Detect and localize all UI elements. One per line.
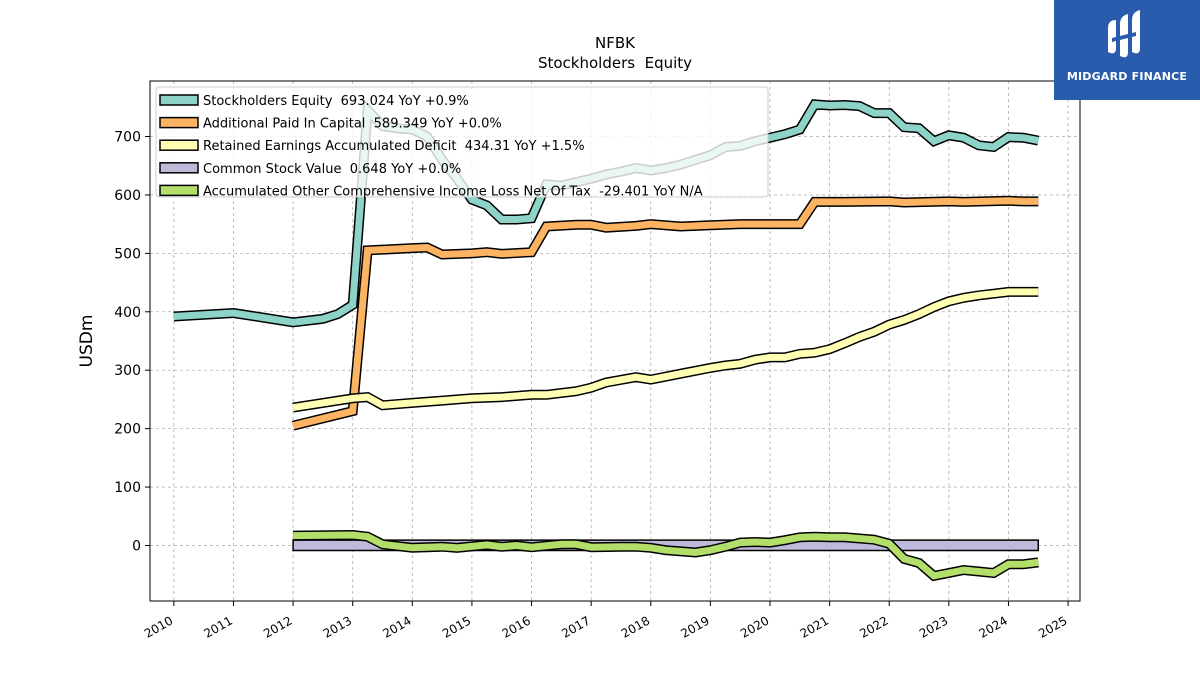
x-tick-label: 2022 [857, 613, 890, 640]
x-tick-label: 2012 [261, 613, 294, 640]
x-tick-label: 2020 [738, 613, 771, 640]
brand-badge: MIDGARD FINANCE [1054, 0, 1200, 100]
x-tick-label: 2011 [202, 613, 235, 640]
legend-box [155, 86, 769, 198]
y-tick-label: 400 [114, 305, 141, 321]
x-tick-label: 2014 [380, 613, 413, 640]
series-5 [293, 529, 1039, 582]
x-tick-label: 2019 [678, 613, 711, 640]
y-tick-label: 700 [114, 130, 141, 146]
series-line [292, 288, 1039, 412]
legend-label: Stockholders Equity 693.024 YoY +0.9% [203, 94, 469, 109]
series-line [292, 197, 1039, 430]
x-tick-label: 2021 [798, 613, 831, 640]
midgard-logo-icon [1108, 10, 1140, 58]
y-tick-label: 100 [114, 480, 141, 496]
y-tick-label: 0 [132, 538, 141, 554]
x-tick-label: 2017 [559, 613, 592, 640]
y-axis-label: USDm [77, 315, 97, 368]
y-tick-label: 600 [114, 188, 141, 204]
y-tick-label: 300 [114, 363, 141, 379]
chart-subtitle: Stockholders Equity [538, 54, 692, 72]
x-tick-label: 2016 [500, 613, 533, 640]
x-tick-label: 2023 [917, 613, 950, 640]
legend-label: Accumulated Other Comprehensive Income L… [203, 184, 703, 199]
y-tick-label: 500 [114, 246, 141, 262]
plot-frame [149, 80, 1081, 602]
legend-label: Common Stock Value 0.648 YoY +0.0% [203, 162, 461, 177]
legend-swatch [159, 116, 199, 129]
x-tick-label: 2018 [619, 613, 652, 640]
series-line [293, 531, 1039, 580]
legend-label: Additional Paid In Capital 589.349 YoY +… [203, 117, 502, 132]
legend: Stockholders Equity 693.024 YoY +0.9% Add… [155, 86, 769, 199]
series-2 [291, 195, 1039, 431]
legend-swatch [159, 162, 199, 174]
y-tick-label: 200 [114, 422, 141, 438]
x-tick-label: 2010 [142, 613, 175, 640]
legend-swatch [159, 139, 199, 151]
legend-swatch [159, 94, 199, 106]
legend-swatch [159, 184, 199, 197]
legend-label: Retained Earnings Accumulated Deficit 43… [203, 139, 585, 154]
x-tick-label: 2025 [1036, 613, 1069, 640]
x-tick-label: 2024 [977, 613, 1010, 640]
chart-title: NFBK [595, 34, 636, 52]
x-tick-label: 2013 [321, 613, 354, 640]
brand-name: MIDGARD FINANCE [1066, 70, 1188, 83]
x-tick-label: 2015 [440, 613, 473, 640]
series-3 [292, 286, 1039, 413]
